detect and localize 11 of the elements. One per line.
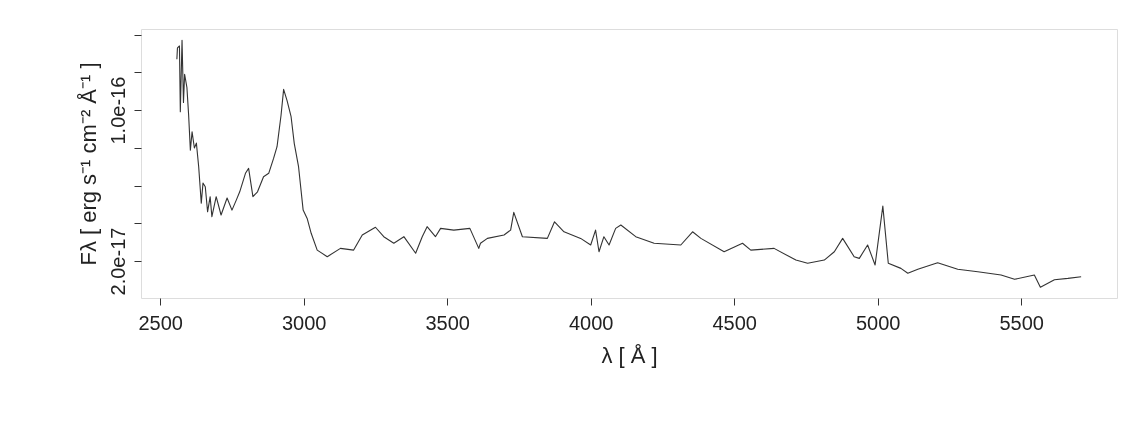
y-axis-title: Fλ [ erg s⁻¹ cm⁻² Å⁻¹ ] <box>75 62 101 266</box>
x-axis-title: λ [ Å ] <box>601 342 658 368</box>
x-tick-label: 4500 <box>712 311 757 334</box>
x-tick-label: 3500 <box>425 311 470 334</box>
y-tick-label: 2.0e-17 <box>106 227 129 296</box>
x-tick-label: 2500 <box>138 311 183 334</box>
x-tick-label: 5500 <box>999 311 1044 334</box>
x-tick-label: 5000 <box>855 311 901 334</box>
x-tick-label: 3000 <box>281 311 327 334</box>
x-tick-label: 4000 <box>568 311 614 334</box>
y-tick-label: 1.0e-16 <box>106 76 129 145</box>
